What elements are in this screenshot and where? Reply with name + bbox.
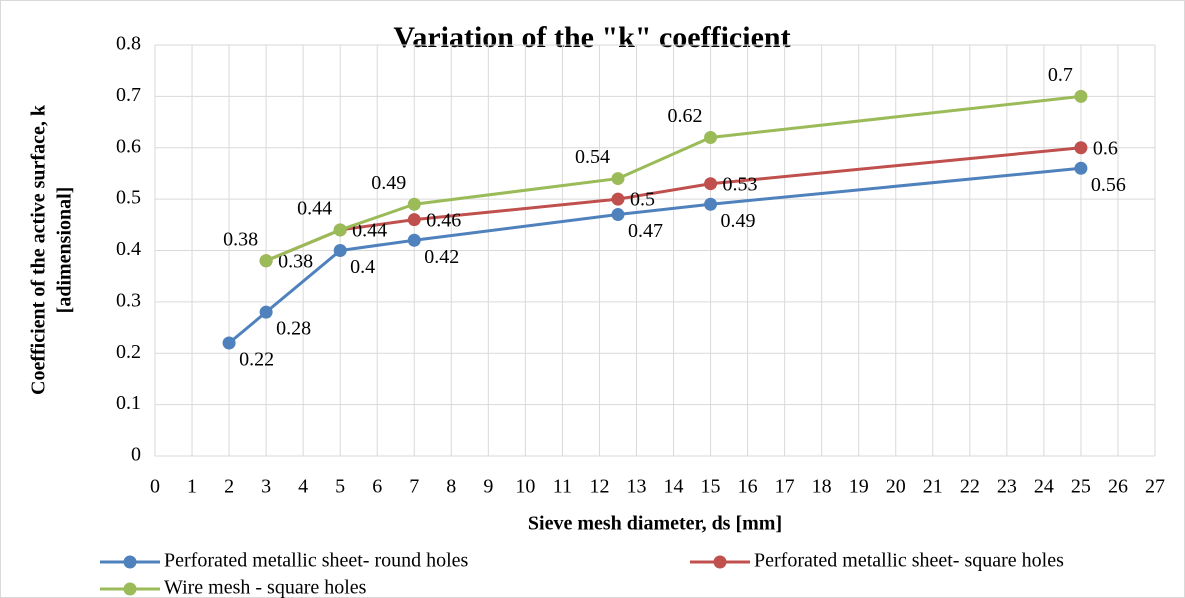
y-tick-label: 0	[131, 444, 141, 466]
x-tick-label: 6	[372, 476, 382, 498]
x-tick-label: 15	[701, 476, 721, 498]
data-label: 0.49	[371, 172, 406, 194]
x-tick-label: 16	[738, 476, 758, 498]
data-label: 0.46	[426, 209, 461, 231]
x-tick-label: 20	[886, 476, 906, 498]
data-label: 0.4	[350, 256, 375, 278]
x-tick-label: 27	[1145, 476, 1165, 498]
data-point	[704, 197, 718, 211]
x-tick-label: 3	[261, 476, 271, 498]
data-label: 0.22	[239, 349, 274, 371]
data-label: 0.49	[721, 210, 756, 232]
x-tick-label: 22	[960, 476, 980, 498]
data-point	[611, 208, 625, 222]
series-line	[265, 94, 1082, 263]
data-label: 0.44	[297, 198, 332, 220]
y-tick-label: 0.3	[116, 289, 141, 311]
x-tick-label: 1	[187, 476, 197, 498]
data-point	[704, 130, 718, 144]
y-tick-label: 0.6	[116, 135, 141, 157]
legend-marker	[123, 582, 137, 596]
data-label: 0.54	[575, 146, 610, 168]
legend-label: Perforated metallic sheet- round holes	[164, 550, 469, 572]
data-label: 0.38	[223, 228, 258, 250]
x-tick-label: 8	[446, 476, 456, 498]
data-label: 0.38	[278, 250, 313, 272]
y-axis-label: Coefficient of the active surface, k	[28, 104, 50, 395]
data-label: 0.42	[424, 246, 459, 268]
y-tick-label: 0.8	[116, 33, 141, 55]
legend-label: Wire mesh - square holes	[164, 577, 367, 598]
x-tick-label: 21	[923, 476, 943, 498]
x-tick-label: 13	[626, 476, 646, 498]
data-point	[333, 244, 347, 257]
x-tick-label: 17	[775, 476, 795, 498]
data-label: 0.53	[723, 173, 758, 195]
legend-label: Perforated metallic sheet- square holes	[754, 550, 1064, 572]
x-tick-label: 19	[849, 476, 869, 498]
x-axis-label: Sieve mesh diameter, ds [mm]	[528, 513, 782, 535]
y-tick-label: 0.4	[116, 238, 141, 260]
y-tick-label: 0.5	[116, 187, 141, 209]
x-tick-label: 24	[1034, 476, 1054, 498]
data-label: 0.5	[630, 189, 655, 211]
data-point	[407, 233, 421, 247]
x-tick-label: 23	[997, 476, 1017, 498]
data-label: 0.62	[668, 105, 703, 127]
x-tick-label: 10	[515, 476, 535, 498]
data-point	[333, 223, 347, 237]
x-tick-label: 25	[1071, 476, 1091, 498]
data-point	[407, 197, 421, 211]
x-tick-label: 11	[553, 476, 572, 498]
data-label: 0.44	[352, 220, 387, 242]
x-tick-label: 18	[812, 476, 832, 498]
data-point	[611, 172, 625, 186]
y-tick-label: 0.7	[116, 84, 141, 106]
data-point	[1074, 141, 1088, 155]
data-point	[1074, 161, 1088, 175]
x-tick-label: 7	[409, 476, 419, 498]
x-tick-label: 5	[335, 476, 345, 498]
legend-marker	[713, 555, 727, 569]
data-label: 0.28	[276, 318, 311, 340]
chart-title: Variation of the "k" coefficient	[393, 21, 790, 54]
data-label: 0.6	[1093, 137, 1118, 159]
data-point	[704, 177, 718, 191]
x-tick-label: 14	[664, 476, 684, 498]
x-tick-label: 4	[298, 476, 308, 498]
x-tick-label: 26	[1108, 476, 1128, 498]
data-point	[1074, 89, 1088, 103]
data-label: 0.7	[1048, 64, 1073, 86]
x-tick-label: 9	[483, 476, 493, 498]
x-tick-label: 12	[589, 476, 609, 498]
data-point	[407, 213, 421, 227]
data-point	[259, 305, 273, 319]
data-label: 0.56	[1091, 174, 1126, 196]
data-label: 0.47	[628, 220, 663, 242]
data-point	[222, 336, 236, 350]
x-tick-label: 2	[224, 476, 234, 498]
y-axis-label: [adimensional]	[54, 187, 76, 314]
legend-marker	[123, 555, 137, 569]
x-tick-label: 0	[150, 476, 160, 498]
data-point	[259, 254, 273, 268]
y-tick-label: 0.1	[116, 392, 141, 414]
y-tick-label: 0.2	[116, 341, 141, 363]
data-point	[611, 192, 625, 206]
